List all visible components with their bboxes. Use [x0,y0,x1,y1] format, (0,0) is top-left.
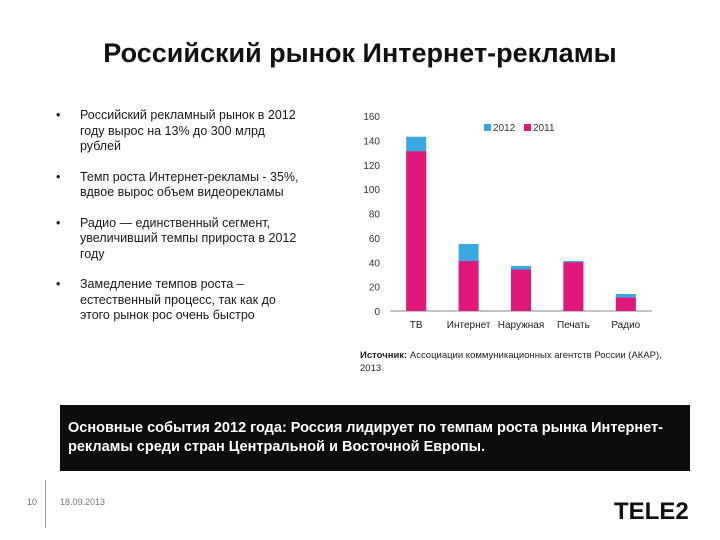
bullet-marker: • [56,169,61,184]
footer-date: 18.09.2013 [60,497,106,507]
legend-swatch-2011 [524,124,531,131]
y-tick-label: 80 [369,210,381,221]
y-tick-label: 0 [374,307,380,318]
page-number: 10 [27,497,38,507]
legend-label-2012: 2012 [493,123,516,134]
x-category-label: Интернет [447,320,491,331]
source-text: Ассоциации коммуникационных агентств Рос… [360,350,662,374]
x-category-label: ТВ [410,320,423,331]
slide-title: Российский рынок Интернет-рекламы [103,38,617,68]
bar-2011 [511,269,531,311]
bullet-marker: • [56,108,61,122]
y-tick-label: 160 [363,112,380,123]
x-category-label: Наружная [498,320,545,331]
source-label: Источник: [360,350,408,361]
logo-text: TELE2 [614,498,689,523]
bullet-item: • Темп роста Интернет-рекламы - 35%, вдво… [52,170,308,201]
bar-chart-svg: 0 20 40 60 80 100 120 140 160 ТВ Интернет Наружная П… [363,112,652,331]
y-tick-label: 140 [363,136,380,147]
bullet-marker: • [56,277,61,291]
tele2-logo: TELE2 [614,498,689,523]
bullet-item: • Замедление темпов роста – естественный … [52,277,308,324]
y-tick-label: 20 [369,283,381,294]
y-tick-label: 100 [363,185,380,196]
x-category-label: Радио [611,320,640,331]
bullet-marker: • [56,215,61,230]
bar-2011 [458,261,479,311]
y-tick-label: 40 [369,258,381,269]
bullet-text: Российский рекламный рынок в 2012 году в… [80,108,296,153]
bar-2011 [563,262,584,311]
bullet-text: Замедление темпов роста – естественный п… [80,277,276,322]
bullet-text: Темп роста Интернет-рекламы - 35%, вдвое… [80,169,299,200]
bullet-item: • Радио — единственный сегмент, увеличивш… [52,216,308,263]
ad-market-chart: 0 20 40 60 80 100 120 140 160 ТВ Интернет Наружная П… [352,106,662,342]
bullet-text: Радио — единственный сегмент, увеличивши… [80,215,297,261]
key-events-banner: Основные события 2012 года: Россия лидир… [60,405,690,471]
x-category-label: Печать [557,320,590,331]
y-tick-label: 60 [369,234,381,245]
legend-swatch-2012 [484,124,491,131]
bar-2011 [406,151,427,311]
bullet-item: • Российский рекламный рынок в 2012 году … [52,108,308,155]
legend-label-2011: 2011 [533,123,555,134]
y-tick-label: 120 [363,161,380,172]
source-note: Источник: Ассоциации коммуникационных аг… [360,349,680,375]
bar-2011 [615,297,636,311]
bullet-list: • Российский рекламный рынок в 2012 году … [52,108,308,339]
footer-divider [45,480,46,528]
